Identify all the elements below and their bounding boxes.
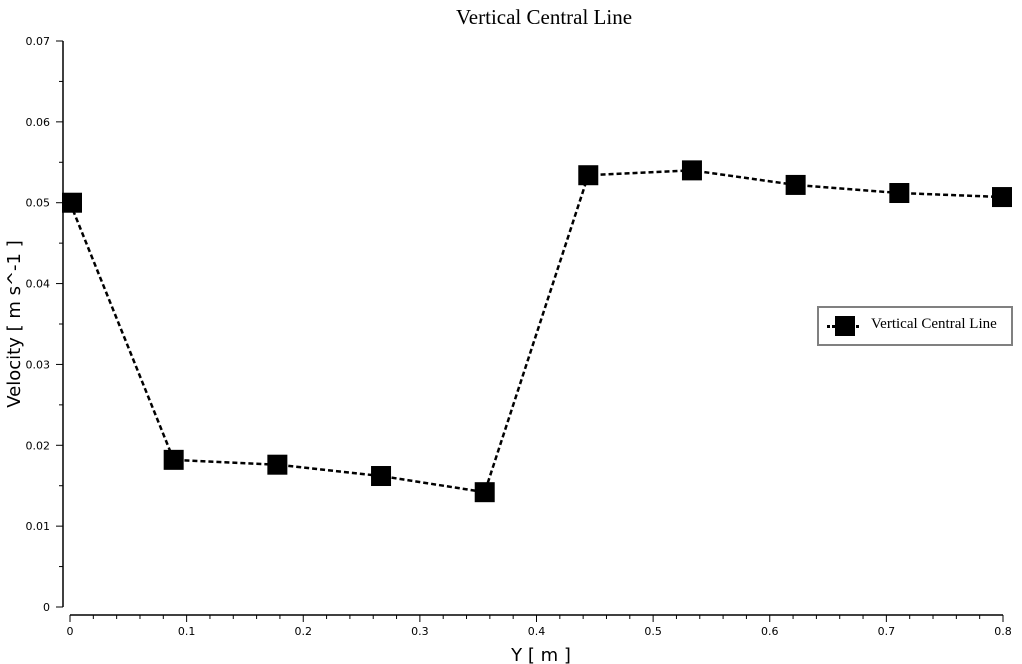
- x-tick-label: 0.6: [761, 625, 779, 638]
- y-tick-label: 0.07: [26, 35, 51, 48]
- y-axis-label: Velocity [ m s^-1 ]: [4, 240, 25, 407]
- legend-marker-square: [835, 316, 855, 336]
- x-tick-label: 0.1: [178, 625, 196, 638]
- y-tick-label: 0.01: [26, 520, 51, 533]
- x-tick-label: 0.5: [644, 625, 662, 638]
- series-line: [68, 169, 1004, 494]
- data-point-marker: [992, 187, 1012, 208]
- series-vertical-central-line: [62, 160, 1012, 503]
- chart-title: Vertical Central Line: [456, 5, 632, 29]
- data-point-marker: [889, 183, 910, 204]
- data-point-marker: [267, 454, 288, 475]
- data-point-marker: [681, 160, 702, 181]
- y-tick-label: 0.06: [26, 116, 51, 129]
- data-point-marker: [371, 466, 392, 487]
- data-point-marker: [578, 165, 599, 186]
- legend: Vertical Central Line: [817, 306, 1013, 346]
- legend-entry-label: Vertical Central Line: [871, 316, 997, 332]
- y-tick-label: 0: [43, 601, 50, 614]
- x-axis-label: Y [ m ]: [510, 645, 571, 664]
- y-tick-label: 0.05: [26, 197, 51, 210]
- data-point-marker: [785, 174, 806, 195]
- data-point-marker: [163, 449, 184, 470]
- x-axis: 0 0.1 0.2 0.3 0.4 0.5 0.6 0.7 0.8: [67, 614, 1012, 638]
- x-tick-label: 0.7: [878, 625, 896, 638]
- y-tick-label: 0.04: [26, 278, 51, 291]
- y-axis: 0 0.01 0.02 0.03 0.04 0.05 0.06 0.07: [26, 35, 64, 614]
- data-point-marker: [474, 482, 495, 503]
- x-tick-label: 0.3: [411, 625, 429, 638]
- x-tick-label: 0.4: [528, 625, 546, 638]
- x-tick-label: 0.8: [994, 625, 1012, 638]
- y-tick-label: 0.02: [26, 439, 51, 452]
- x-tick-label: 0.2: [295, 625, 313, 638]
- y-tick-label: 0.03: [26, 358, 51, 371]
- data-point-marker: [62, 192, 82, 213]
- x-tick-label: 0: [67, 625, 74, 638]
